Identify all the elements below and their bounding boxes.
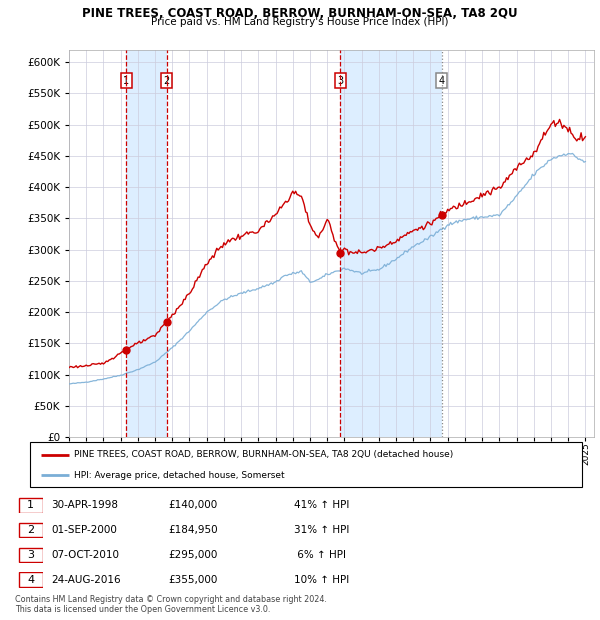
Text: 4: 4	[439, 76, 445, 86]
Text: 3: 3	[27, 550, 34, 560]
Text: 10% ↑ HPI: 10% ↑ HPI	[294, 575, 349, 585]
Text: 1: 1	[27, 500, 34, 510]
Text: PINE TREES, COAST ROAD, BERROW, BURNHAM-ON-SEA, TA8 2QU: PINE TREES, COAST ROAD, BERROW, BURNHAM-…	[82, 7, 518, 20]
Text: £355,000: £355,000	[168, 575, 217, 585]
Text: 3: 3	[337, 76, 344, 86]
Text: 2: 2	[27, 525, 34, 535]
Text: £140,000: £140,000	[168, 500, 217, 510]
Text: Contains HM Land Registry data © Crown copyright and database right 2024.: Contains HM Land Registry data © Crown c…	[15, 595, 327, 604]
Text: 41% ↑ HPI: 41% ↑ HPI	[294, 500, 349, 510]
Bar	[340, 50, 442, 437]
Text: PINE TREES, COAST ROAD, BERROW, BURNHAM-ON-SEA, TA8 2QU (detached house): PINE TREES, COAST ROAD, BERROW, BURNHAM-…	[74, 450, 454, 459]
Text: £184,950: £184,950	[168, 525, 218, 535]
Text: £295,000: £295,000	[168, 550, 217, 560]
Text: 30-APR-1998: 30-APR-1998	[51, 500, 118, 510]
Text: HPI: Average price, detached house, Somerset: HPI: Average price, detached house, Some…	[74, 471, 285, 480]
Bar	[127, 50, 167, 437]
Text: 1: 1	[123, 76, 130, 86]
Text: This data is licensed under the Open Government Licence v3.0.: This data is licensed under the Open Gov…	[15, 604, 271, 614]
Text: 4: 4	[27, 575, 34, 585]
Text: 6% ↑ HPI: 6% ↑ HPI	[294, 550, 346, 560]
Text: 2: 2	[163, 76, 170, 86]
Text: 24-AUG-2016: 24-AUG-2016	[51, 575, 121, 585]
Text: 31% ↑ HPI: 31% ↑ HPI	[294, 525, 349, 535]
Text: 01-SEP-2000: 01-SEP-2000	[51, 525, 117, 535]
Text: Price paid vs. HM Land Registry's House Price Index (HPI): Price paid vs. HM Land Registry's House …	[151, 17, 449, 27]
Text: 07-OCT-2010: 07-OCT-2010	[51, 550, 119, 560]
